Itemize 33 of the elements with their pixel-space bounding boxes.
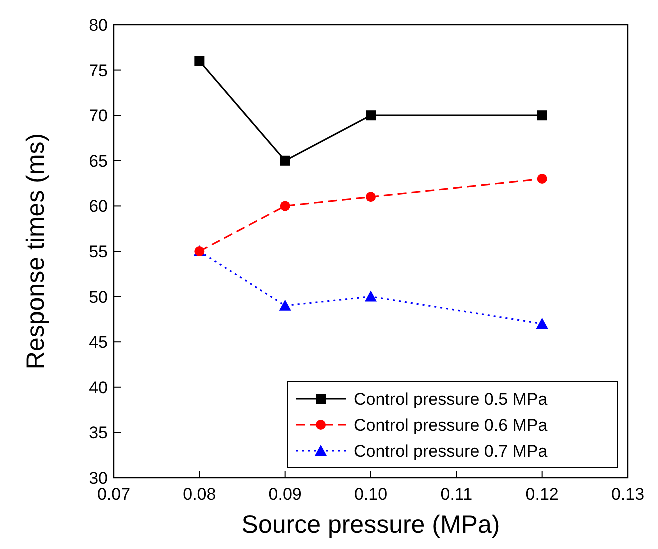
legend-label: Control pressure 0.6 MPa — [354, 416, 548, 435]
y-tick-label: 55 — [89, 242, 108, 262]
x-tick-label: 0.13 — [611, 485, 645, 504]
y-tick-label: 70 — [89, 106, 108, 126]
y-tick-label: 30 — [89, 469, 108, 488]
y-tick-label: 40 — [89, 378, 108, 398]
point — [280, 201, 290, 212]
x-tick-label: 0.10 — [354, 485, 388, 504]
y-tick-label: 60 — [89, 197, 108, 216]
x-tick-label: 0.08 — [183, 485, 216, 504]
x-tick-label: 0.11 — [440, 485, 473, 504]
x-axis-title: Source pressure (MPa) — [242, 511, 500, 539]
point — [194, 56, 205, 66]
x-tick-label: 0.07 — [97, 485, 131, 504]
point — [537, 110, 548, 121]
y-axis-title: Response times (ms) — [22, 133, 50, 370]
point — [536, 318, 548, 329]
legend-label: Control pressure 0.7 MPa — [354, 442, 548, 461]
point — [365, 290, 377, 302]
point — [279, 300, 292, 311]
x-tick-label: 0.12 — [526, 485, 559, 504]
y-tick-label: 35 — [89, 424, 108, 443]
point — [366, 110, 376, 121]
x-tick-label: 0.09 — [268, 485, 302, 504]
y-tick-label: 50 — [89, 288, 108, 307]
y-tick-label: 65 — [89, 152, 108, 171]
y-tick-label: 75 — [89, 61, 108, 80]
point — [280, 156, 290, 166]
point — [366, 192, 376, 202]
y-tick-label: 80 — [89, 16, 108, 35]
point — [537, 174, 548, 184]
legend-label: Control pressure 0.5 MPa — [354, 390, 548, 409]
y-tick-label: 45 — [89, 333, 108, 352]
